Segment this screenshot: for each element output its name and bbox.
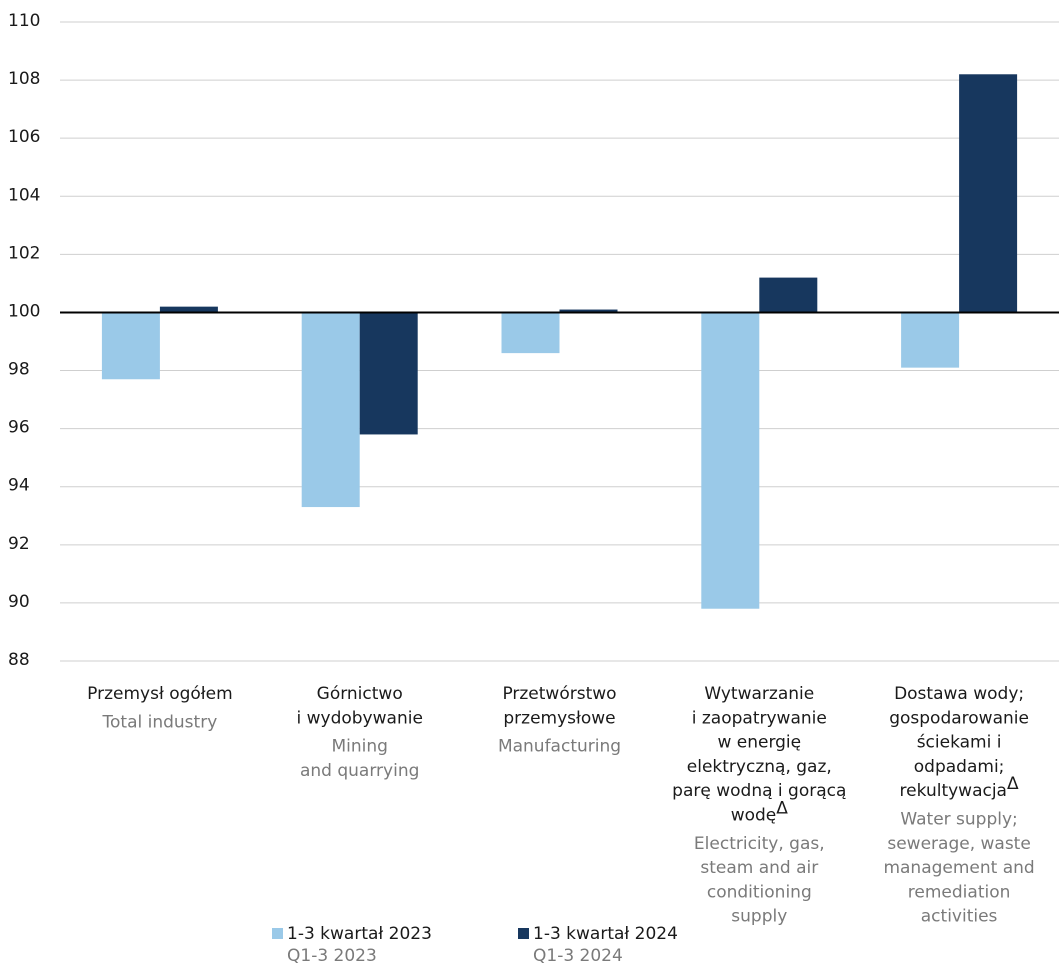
x-tick-label: przemysłowe [503,708,615,728]
x-tick-label: i zaopatrywanie [692,708,827,728]
x-tick-label-en: and quarrying [300,761,419,781]
x-tick-label: Przetwórstwo [502,684,616,704]
footnote-mark: Δ [776,799,788,819]
bar [959,74,1018,313]
y-tick-label: 110 [8,11,40,31]
bar [301,312,360,508]
x-tick-label-en: sewerage, waste [887,834,1030,854]
y-tick-label: 102 [8,243,40,263]
x-tick-label-en: Manufacturing [498,737,621,757]
x-tick-label-en: Total industry [102,712,218,732]
x-tick-label-text: parę wodną i gorącą [672,781,846,801]
x-tick-label: Przemysł ogółem [87,684,232,704]
x-tick-label: ściekami i [917,733,1002,753]
x-tick-label: Wytwarzanie [704,684,814,704]
x-tick-label-en: Electricity, gas, [694,834,825,854]
legend-label: 1-3 kwartał 2024 [533,924,678,944]
bar [701,312,760,609]
x-tick-label-en: supply [731,907,787,927]
bar [159,306,218,313]
x-tick-label-text: i wydobywanie [296,708,422,728]
y-tick-label: 104 [8,185,40,205]
x-tick-label-en: remediation [908,882,1011,902]
bar [759,277,818,313]
y-tick-label: 88 [8,650,30,670]
x-tick-label-en: Mining [331,737,387,757]
y-tick-label: 98 [8,360,30,380]
x-tick-label-text: gospodarowanie [889,708,1029,728]
legend-swatch [518,928,529,939]
y-tick-label: 92 [8,534,30,554]
x-tick-label-text: Przetwórstwo [502,684,616,704]
footnote-mark: Δ [1007,774,1019,794]
x-tick-label-text: Dostawa wody; [894,684,1024,704]
x-tick-label-text: elektryczną, gaz, [687,757,832,777]
y-tick-label: 96 [8,418,30,438]
y-tick-label: 100 [8,301,40,321]
x-tick-label-text: wodę [731,806,777,826]
x-tick-label: gospodarowanie [889,708,1029,728]
y-tick-label: 94 [8,476,30,496]
x-tick-label-en: activities [921,907,998,927]
x-tick-label-text: odpadami; [914,757,1005,777]
x-tick-label: rekultywacjaΔ [900,774,1019,801]
legend-label-en: Q1-3 2023 [287,946,377,964]
y-tick-label: 106 [8,127,40,147]
legend-label-en: Q1-3 2024 [533,946,623,964]
bar [501,312,560,354]
x-tick-label-text: Przemysł ogółem [87,684,232,704]
x-tick-label: odpadami; [914,757,1005,777]
x-tick-label-en: conditioning [707,882,812,902]
x-tick-label-en: management and [883,858,1034,878]
bar [101,312,160,380]
legend-label: 1-3 kwartał 2023 [287,924,432,944]
bar [559,309,618,313]
x-tick-label-en: Water supply; [900,810,1017,830]
x-tick-label-text: ściekami i [917,733,1002,753]
x-tick-label-text: i zaopatrywanie [692,708,827,728]
y-tick-label: 90 [8,592,30,612]
x-tick-label: i wydobywanie [296,708,422,728]
legend-swatch [272,928,283,939]
x-tick-label-text: Wytwarzanie [704,684,814,704]
x-tick-label-text: rekultywacja [900,781,1007,801]
x-tick-label-en: steam and air [700,858,818,878]
x-tick-label: Górnictwo [317,684,403,704]
x-tick-label: wodęΔ [731,799,789,826]
x-tick-label: parę wodną i gorącą [672,781,846,801]
x-tick-label: elektryczną, gaz, [687,757,832,777]
x-tick-label-text: Górnictwo [317,684,403,704]
y-tick-label: 108 [8,69,40,89]
x-tick-label-text: w energię [717,733,801,753]
bar [359,312,418,435]
x-tick-label: w energię [717,733,801,753]
bar [901,312,960,368]
x-tick-label-text: przemysłowe [503,708,615,728]
x-tick-label: Dostawa wody; [894,684,1024,704]
